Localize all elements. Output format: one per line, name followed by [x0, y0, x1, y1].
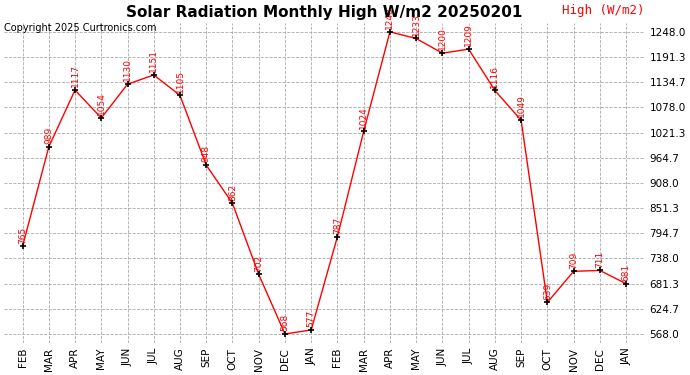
Text: 948: 948	[201, 145, 210, 162]
Text: 787: 787	[333, 217, 342, 234]
Text: 681: 681	[622, 264, 631, 281]
Text: 862: 862	[228, 183, 237, 201]
Text: High (W/m2): High (W/m2)	[562, 3, 644, 16]
Title: Solar Radiation Monthly High W/m2 20250201: Solar Radiation Monthly High W/m2 202502…	[126, 5, 522, 20]
Text: 639: 639	[543, 282, 552, 300]
Text: 1117: 1117	[70, 64, 79, 87]
Text: 711: 711	[595, 251, 604, 268]
Text: 1024: 1024	[359, 106, 368, 129]
Text: 1200: 1200	[438, 27, 447, 50]
Text: 709: 709	[569, 251, 578, 268]
Text: 568: 568	[280, 314, 290, 331]
Text: 1116: 1116	[491, 65, 500, 88]
Text: 1049: 1049	[517, 94, 526, 117]
Text: 577: 577	[306, 310, 316, 327]
Text: 989: 989	[44, 127, 53, 144]
Text: 1233: 1233	[412, 13, 421, 36]
Text: 702: 702	[254, 255, 263, 272]
Text: 1130: 1130	[123, 58, 132, 81]
Text: 1209: 1209	[464, 24, 473, 46]
Text: 1151: 1151	[149, 49, 158, 72]
Text: 1054: 1054	[97, 92, 106, 115]
Text: 1105: 1105	[175, 70, 184, 93]
Text: 765: 765	[18, 226, 27, 244]
Text: Copyright 2025 Curtronics.com: Copyright 2025 Curtronics.com	[4, 23, 157, 33]
Text: 1248: 1248	[386, 6, 395, 29]
